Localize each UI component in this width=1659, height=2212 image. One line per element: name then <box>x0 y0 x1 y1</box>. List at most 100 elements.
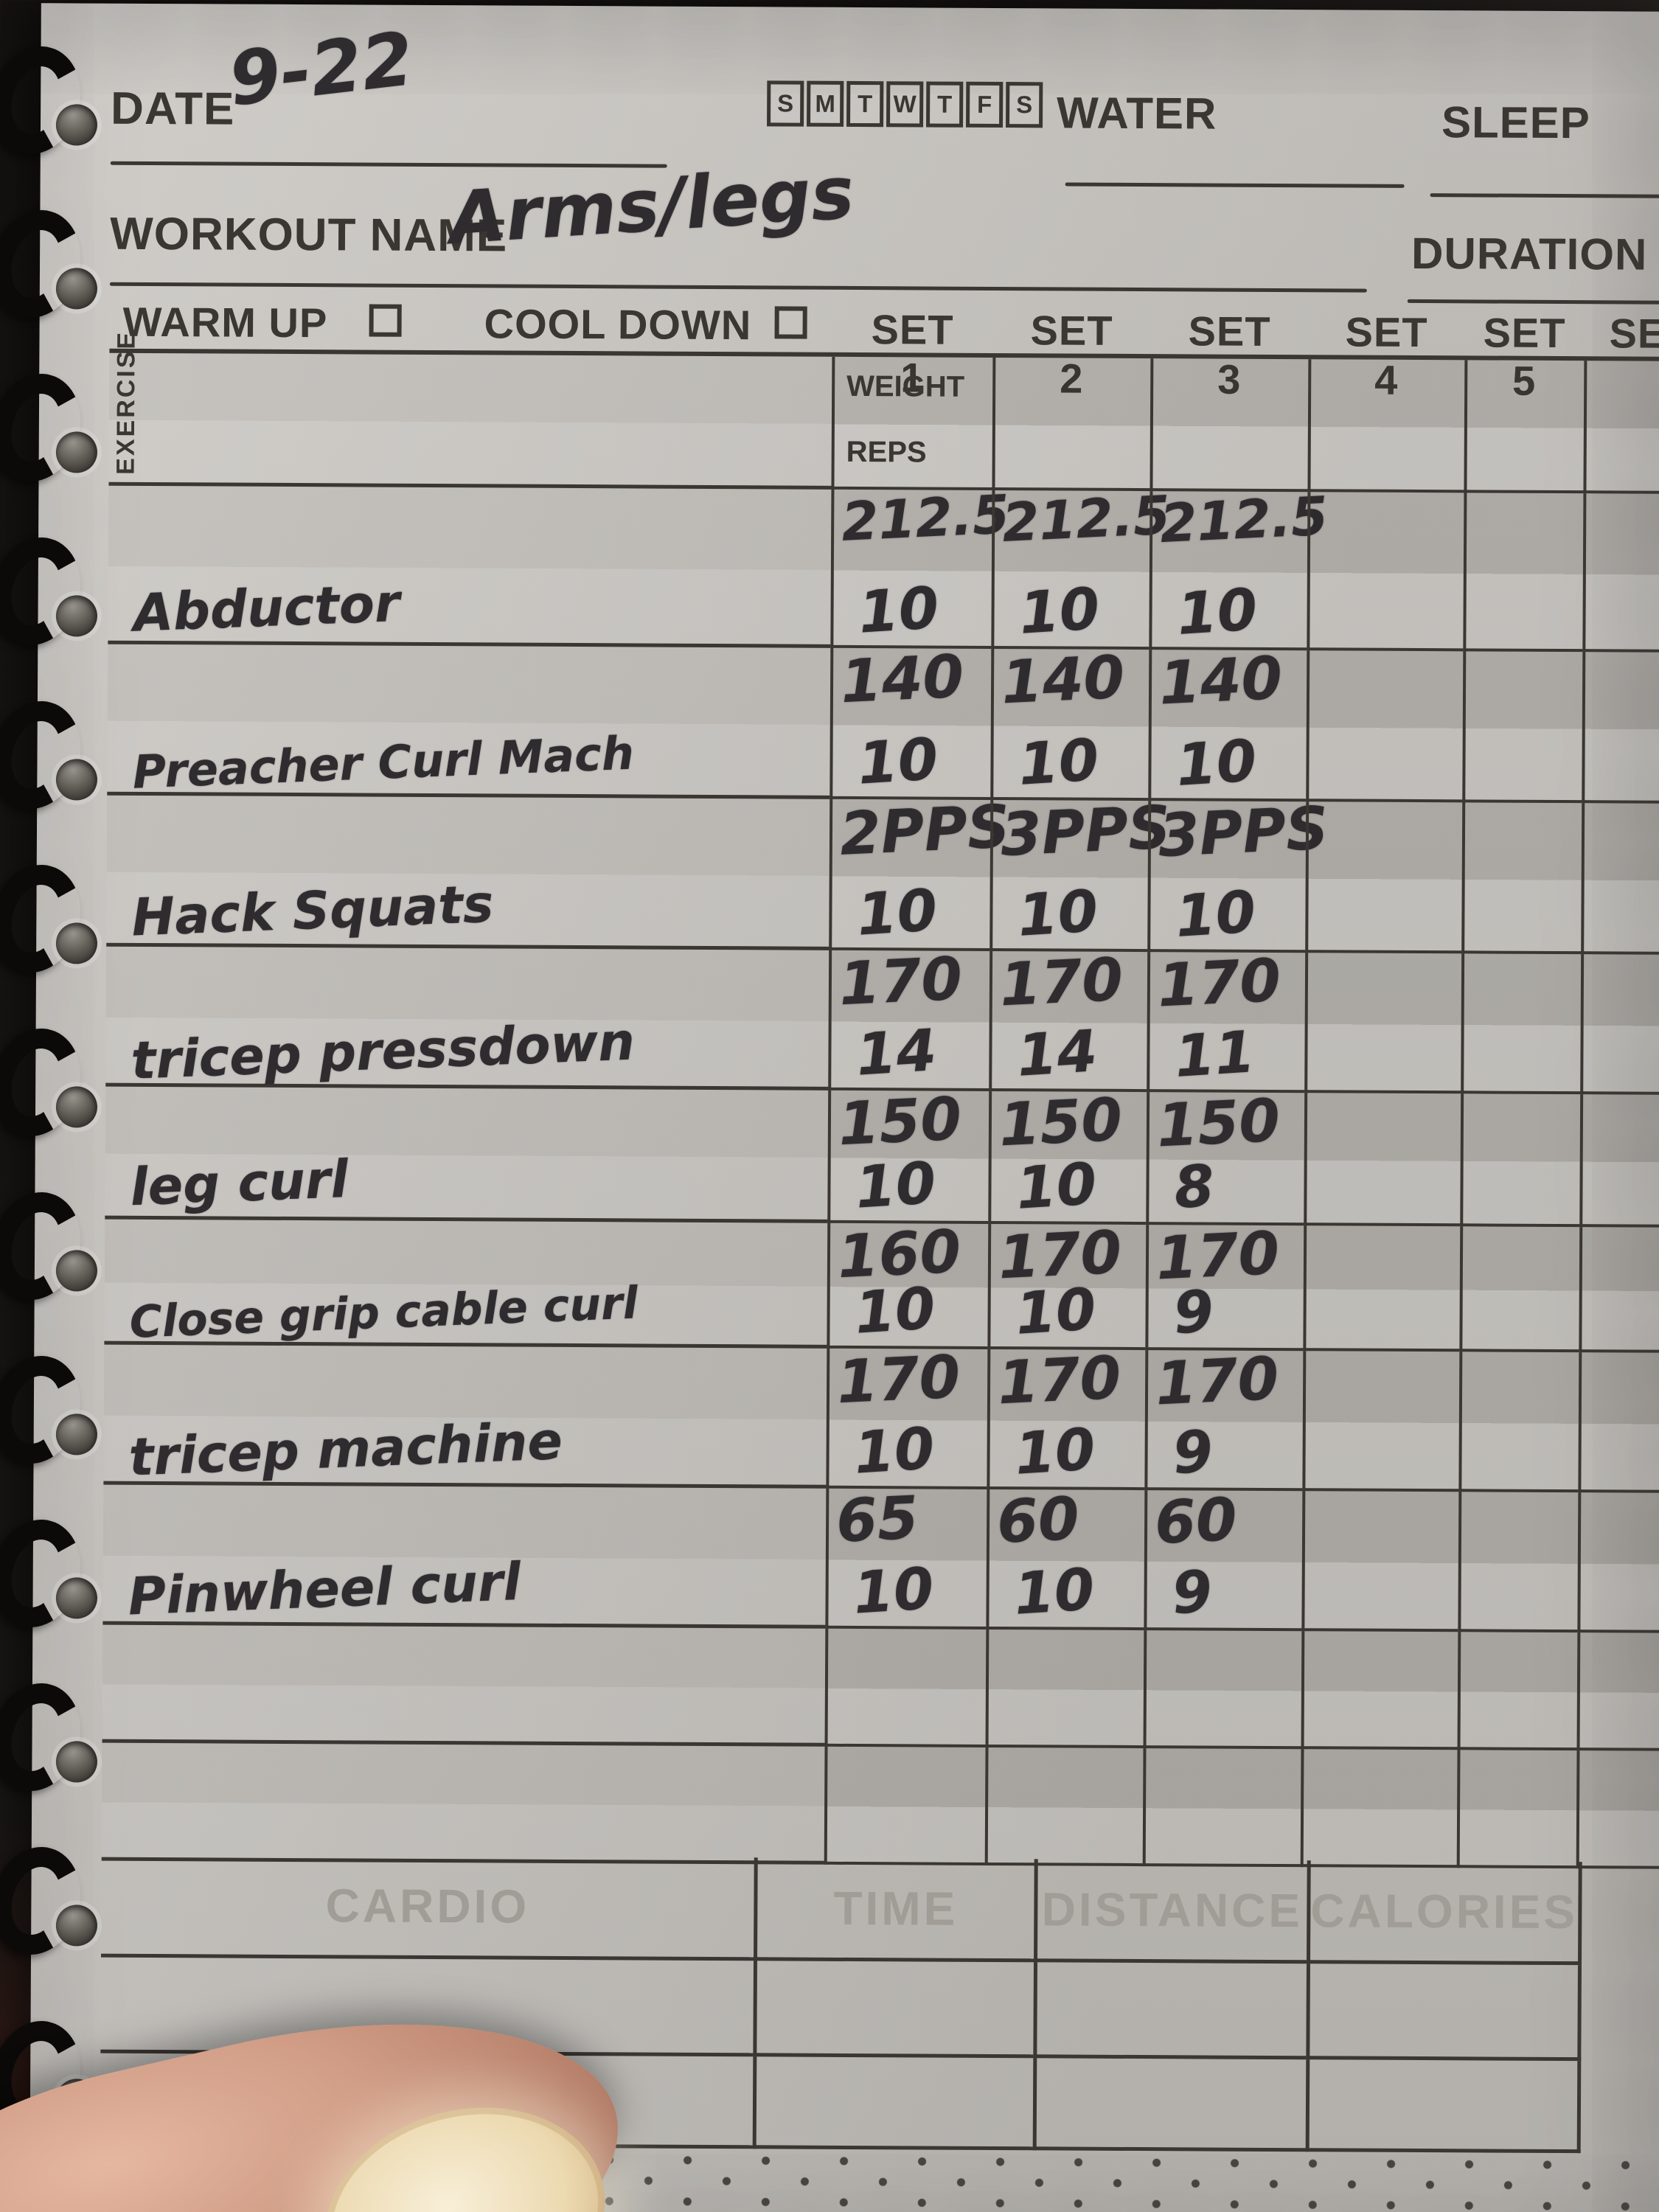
set-cell: 150 10 <box>827 1084 990 1224</box>
reps-value: 10 <box>855 726 940 798</box>
cardio-cell-empty <box>1305 2059 1581 2154</box>
exercise-name: tricep machine <box>128 1411 564 1488</box>
day-box-sat: S <box>1006 82 1043 128</box>
date-underline <box>110 161 667 168</box>
day-box-thu: T <box>926 81 964 128</box>
day-box-fri: F <box>966 81 1004 128</box>
set-cell-empty <box>1461 953 1582 1095</box>
exercise-row: tricep pressdown 170 14 170 14 170 11 <box>105 944 1659 1095</box>
reps-value: 10 <box>856 574 941 647</box>
set-cell-empty <box>984 1747 1144 1867</box>
weight-value: 3PPS <box>1156 793 1330 871</box>
weight-value: 60 <box>1152 1484 1239 1558</box>
set-cell-empty <box>1302 1351 1460 1492</box>
weight-label: WEIGHT <box>846 369 965 403</box>
exercise-name-cell: leg curl <box>105 1086 829 1223</box>
reps-value: 10 <box>1016 727 1101 799</box>
set-cell-empty <box>1462 651 1583 804</box>
weight-value: 60 <box>995 1484 1081 1557</box>
cool-down-checkbox <box>774 306 807 339</box>
set-cell: 170 10 <box>987 1343 1146 1491</box>
exercise-row: Hack Squats 2PPS 10 3PPS 10 3PPS 10 <box>106 792 1659 955</box>
cool-down-label: COOL DOWN <box>484 300 752 349</box>
set-cell-empty <box>1301 1491 1459 1632</box>
reps-value: 10 <box>1015 878 1100 950</box>
set-cell-empty <box>1300 1749 1458 1868</box>
set-cell-empty <box>1576 1632 1659 1751</box>
cardio-cell-empty <box>753 1961 1034 2059</box>
reps-value: 10 <box>1174 728 1259 799</box>
cardio-cell-empty <box>752 2056 1034 2151</box>
exercise-row: tricep machine 170 10 170 10 170 9 <box>103 1342 1659 1493</box>
weight-value: 170 <box>837 944 964 1019</box>
set-cell-empty <box>1150 358 1309 493</box>
exercise-name: tricep pressdown <box>130 1011 636 1091</box>
reps-value: 10 <box>1013 1276 1098 1348</box>
exercise-name-cell: tricep pressdown <box>105 946 830 1091</box>
exercise-name-cell: tricep machine <box>103 1344 827 1489</box>
exercise-row: Pinwheel curl 65 10 60 10 60 9 <box>102 1483 1659 1633</box>
reps-value: 10 <box>1173 879 1258 950</box>
set-cell: 3PPS 10 <box>1147 793 1330 953</box>
warm-up-label: WARM UP <box>122 298 328 347</box>
set-cell: 3PPS 10 <box>990 793 1172 953</box>
weight-value: 65 <box>834 1483 920 1556</box>
empty-exercise-row <box>102 1624 1659 1751</box>
reps-value: 9 <box>1171 1278 1216 1348</box>
set-cell-empty <box>1143 1630 1302 1750</box>
set-cell-empty <box>1579 1094 1659 1228</box>
exercise-label: EXERCISE <box>111 330 141 475</box>
set-cell-empty <box>824 1746 986 1865</box>
exercise-column-header: EXERCISE <box>108 330 832 490</box>
set6-header: SET <box>1609 310 1659 357</box>
set-cell-empty <box>1307 359 1465 493</box>
set-cell-empty <box>1576 1750 1659 1869</box>
calories-header: CALORIES <box>1306 1860 1582 1966</box>
day-box-mon: M <box>807 80 844 127</box>
set-cell-empty <box>1582 652 1659 804</box>
exercise-name-cell <box>102 1624 826 1747</box>
reps-value: 11 <box>1172 1019 1257 1091</box>
set-cell: 170 9 <box>1144 1343 1304 1492</box>
set-cell-empty <box>1464 360 1585 494</box>
set-cell-empty <box>1307 492 1464 652</box>
set-cell: 170 9 <box>1145 1219 1304 1352</box>
exercise-name: leg curl <box>129 1148 349 1218</box>
set-cell: 170 10 <box>826 1342 988 1489</box>
exercise-name: Close grip cable curl <box>128 1277 639 1349</box>
day-box-sun: S <box>767 80 804 127</box>
set-cell: 212.5 10 <box>991 484 1172 650</box>
exercise-name: Pinwheel curl <box>127 1551 522 1627</box>
water-label: WATER <box>1056 88 1217 139</box>
day-box-wed: W <box>886 81 924 128</box>
notebook-page: DATE 9-22 S M T W T F S WATER SLEEP WORK… <box>29 3 1659 2212</box>
set-cell: 160 10 <box>827 1217 989 1349</box>
sleep-label: SLEEP <box>1441 97 1590 148</box>
weight-value: 140 <box>1157 643 1284 718</box>
weight-value: 140 <box>838 641 966 717</box>
weight-value: 170 <box>1154 1343 1281 1419</box>
reps-value: 8 <box>1172 1152 1217 1222</box>
weight-value: 170 <box>998 945 1125 1020</box>
set-cell-empty <box>1578 1352 1659 1493</box>
set-cell-empty <box>1577 1492 1659 1633</box>
set-cell-empty <box>1304 953 1462 1094</box>
reps-value: 10 <box>855 877 939 949</box>
reps-label: REPS <box>846 435 927 469</box>
weight-value: 140 <box>999 642 1127 717</box>
reps-value: 10 <box>851 1555 936 1627</box>
set-cell-empty <box>1458 1352 1579 1493</box>
exercise-name-cell <box>101 1742 825 1865</box>
reps-value: 9 <box>1169 1558 1214 1628</box>
set-cell-empty <box>1459 1226 1580 1353</box>
set-cell-empty <box>1460 1093 1581 1228</box>
cardio-header: CARDIO <box>101 1854 754 1961</box>
set-cell: 60 9 <box>1144 1484 1303 1632</box>
cardio-cell-empty <box>1033 1962 1307 2060</box>
set-cell: 60 10 <box>986 1484 1145 1631</box>
weight-value: 212.5 <box>840 483 1011 553</box>
set-cell: 212.5 10 <box>830 483 1011 649</box>
warm-up-checkbox <box>369 304 402 337</box>
date-value-handwritten: 9-22 <box>224 15 418 123</box>
set-cell: 140 10 <box>830 641 992 800</box>
